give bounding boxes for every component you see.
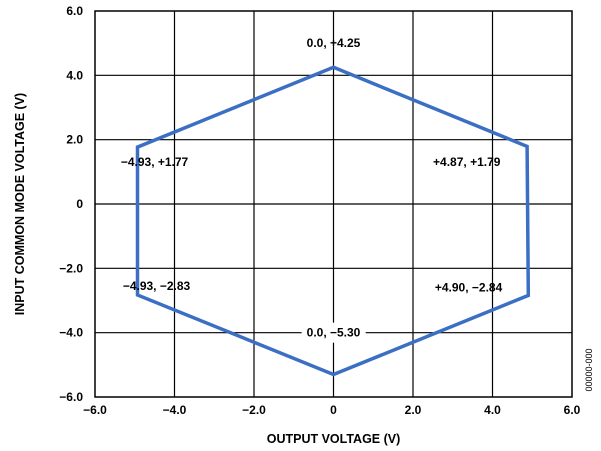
x-tick-label: 6.0 (564, 403, 581, 417)
point-label: 0.0, −5.30 (307, 326, 361, 340)
x-tick-label: 0 (330, 403, 337, 417)
y-tick-label: 6.0 (66, 4, 83, 18)
x-tick-labels: −6.0 −4.0 −2.0 0 2.0 4.0 6.0 (83, 403, 581, 417)
x-tick-label: 4.0 (484, 403, 501, 417)
y-tick-label: −6.0 (59, 390, 83, 404)
point-label: −4.93, −2.83 (123, 279, 191, 293)
x-tick-label: −4.0 (163, 403, 187, 417)
y-tick-labels: 6.0 4.0 2.0 0 −2.0 −4.0 −6.0 (59, 4, 83, 404)
x-tick-label: −6.0 (83, 403, 107, 417)
plot-frame (94, 10, 573, 398)
x-tick-label: 2.0 (405, 403, 422, 417)
point-label-background (301, 322, 366, 343)
figure-code: 00000-000 (584, 348, 594, 391)
y-tick-label: −4.0 (59, 326, 83, 340)
x-axis-label: OUTPUT VOLTAGE (V) (267, 432, 401, 446)
y-tick-label: −2.0 (59, 261, 83, 275)
point-label: 0.0, +4.25 (307, 36, 361, 50)
y-tick-label: 0 (76, 197, 83, 211)
series-layer (135, 65, 531, 377)
point-label: +4.90, −2.84 (435, 281, 503, 295)
annotation-layer: 0.0, +4.25 +4.87, +1.79 +4.90, −2.84 0.0, −… (121, 36, 503, 343)
y-tick-label: 2.0 (66, 133, 83, 147)
point-label: −4.93, +1.77 (121, 155, 189, 169)
grid (95, 11, 572, 397)
point-label: +4.87, +1.79 (433, 155, 501, 169)
y-tick-label: 4.0 (66, 68, 83, 82)
y-axis-label: INPUT COMMON MODE VOLTAGE (V) (13, 93, 27, 315)
x-tick-label: −2.0 (242, 403, 266, 417)
